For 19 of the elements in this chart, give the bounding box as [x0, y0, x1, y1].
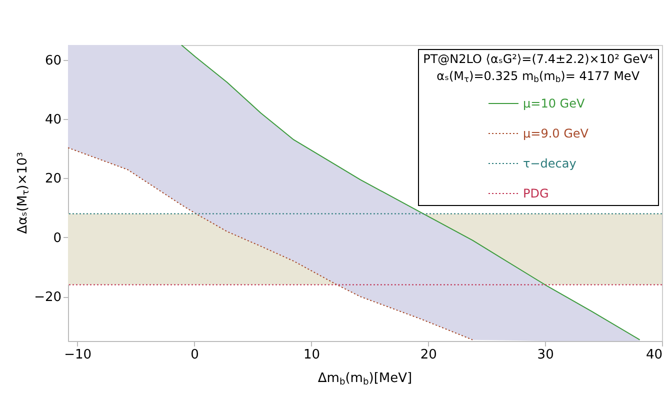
y-tick-label: −20: [34, 290, 62, 306]
annotation: αₛ(M$_{τ}$)=0.325 m$_{b}$(m$_{b}$)= 4177 MeV: [436, 69, 640, 84]
x-tick-label: 10: [303, 348, 320, 362]
legend-title: PT@N2LO ⟨αₛG²⟩=(7.4±2.2)×10² GeV⁴: [423, 52, 654, 66]
x-tick-label: 40: [646, 348, 662, 362]
legend-label: μ=10 GeV: [523, 96, 586, 110]
y-tick-label: 20: [44, 172, 62, 187]
line-series: [68, 147, 474, 340]
x-tick-label: 20: [420, 348, 437, 362]
y-tick-label: 60: [44, 53, 62, 68]
x-tick-label: −10: [64, 348, 92, 362]
y-tick-label: 0: [53, 230, 62, 246]
x-axis-title: Δm$_{b}$(m$_{b}$)[MeV]: [316, 371, 414, 388]
y-tick-label: 40: [44, 112, 62, 128]
x-tick-label: 30: [537, 348, 554, 362]
x-tick-label: 0: [190, 348, 199, 362]
legend-label: μ=9.0 GeV: [523, 126, 590, 140]
legend-label: PDG: [523, 186, 549, 200]
legend-label: τ−decay: [523, 156, 576, 170]
